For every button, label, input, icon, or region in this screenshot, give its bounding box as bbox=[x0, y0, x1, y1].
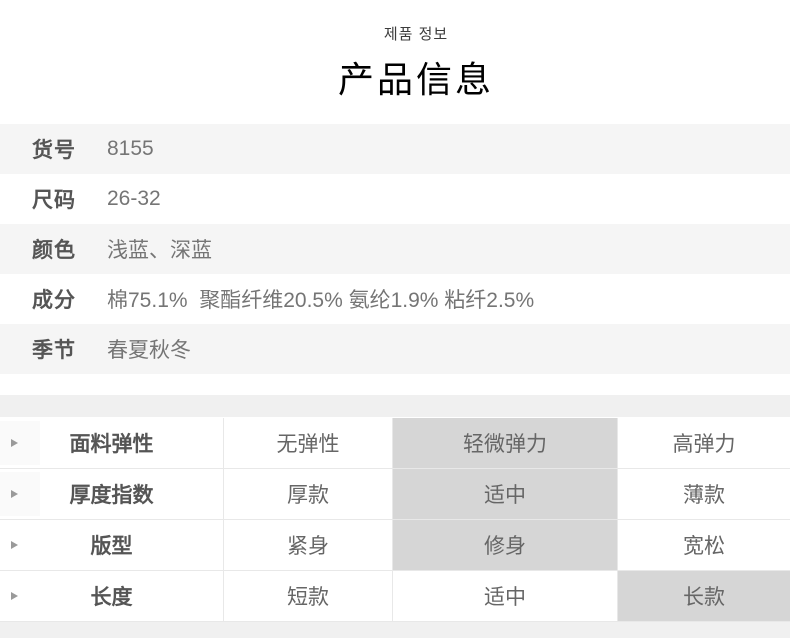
attribute-option: 宽松 bbox=[617, 520, 790, 570]
spec-row-item-number: 货号 8155 bbox=[0, 124, 790, 174]
triangle-right-icon bbox=[11, 439, 18, 447]
attribute-row-thickness: 厚度指数 厚款 适中 薄款 bbox=[0, 469, 790, 520]
footer-strip bbox=[0, 622, 790, 638]
triangle-right-icon bbox=[11, 541, 18, 549]
spec-label: 季节 bbox=[32, 339, 76, 362]
white-gap bbox=[0, 374, 790, 395]
attribute-option: 轻微弹力 bbox=[392, 418, 617, 468]
attribute-option: 薄款 bbox=[617, 469, 790, 519]
spec-label: 货号 bbox=[32, 139, 76, 162]
spec-value: 春夏秋冬 bbox=[107, 339, 191, 362]
attribute-row-length: 长度 短款 适中 长款 bbox=[0, 571, 790, 622]
spec-value: 8155 bbox=[107, 137, 154, 160]
attribute-row-elasticity: 面料弹性 无弹性 轻微弹力 高弹力 bbox=[0, 418, 790, 469]
attribute-option: 无弹性 bbox=[223, 418, 392, 468]
attribute-label-cell: 面料弹性 bbox=[0, 418, 223, 468]
triangle-right-icon bbox=[11, 592, 18, 600]
spec-row-composition: 成分 棉75.1% 聚酯纤维20.5% 氨纶1.9% 粘纤2.5% bbox=[0, 274, 790, 324]
page-title: 产品信息 bbox=[337, 59, 494, 100]
spec-label: 颜色 bbox=[32, 239, 76, 262]
attribute-label-cell: 长度 bbox=[0, 571, 223, 621]
attribute-option: 长款 bbox=[617, 571, 790, 621]
attribute-option: 厚款 bbox=[223, 469, 392, 519]
attribute-label: 长度 bbox=[90, 586, 133, 609]
attribute-option: 适中 bbox=[392, 571, 617, 621]
spec-value: 棉75.1% 聚酯纤维20.5% 氨纶1.9% 粘纤2.5% bbox=[107, 289, 535, 312]
attribute-label-cell: 厚度指数 bbox=[0, 469, 223, 519]
attribute-option: 修身 bbox=[392, 520, 617, 570]
subtitle-korean: 제품 정보 bbox=[383, 26, 449, 43]
attribute-table: 面料弹性 无弹性 轻微弹力 高弹力 厚度指数 厚款 适中 薄款 版型 紧身 修身… bbox=[0, 417, 790, 622]
header: 제품 정보 产品信息 bbox=[0, 0, 790, 124]
separator-strip bbox=[0, 395, 790, 417]
attribute-row-fit: 版型 紧身 修身 宽松 bbox=[0, 520, 790, 571]
attribute-option: 适中 bbox=[392, 469, 617, 519]
attribute-label: 厚度指数 bbox=[69, 484, 154, 507]
spec-value: 26-32 bbox=[107, 187, 161, 210]
spec-label: 尺码 bbox=[32, 189, 76, 212]
spec-label: 成分 bbox=[32, 289, 76, 312]
attribute-label: 面料弹性 bbox=[69, 433, 154, 456]
attribute-label-cell: 版型 bbox=[0, 520, 223, 570]
attribute-label: 版型 bbox=[90, 535, 133, 558]
attribute-option: 紧身 bbox=[223, 520, 392, 570]
spec-value: 浅蓝、深蓝 bbox=[107, 239, 212, 262]
triangle-right-icon bbox=[11, 490, 18, 498]
spec-table: 货号 8155 尺码 26-32 颜色 浅蓝、深蓝 成分 棉75.1% 聚酯纤维… bbox=[0, 124, 790, 374]
spec-row-size: 尺码 26-32 bbox=[0, 174, 790, 224]
spec-row-season: 季节 春夏秋冬 bbox=[0, 324, 790, 374]
attribute-option: 短款 bbox=[223, 571, 392, 621]
attribute-option: 高弹力 bbox=[617, 418, 790, 468]
spec-row-color: 颜色 浅蓝、深蓝 bbox=[0, 224, 790, 274]
header-inner: 제품 정보 产品信息 bbox=[21, 0, 790, 103]
